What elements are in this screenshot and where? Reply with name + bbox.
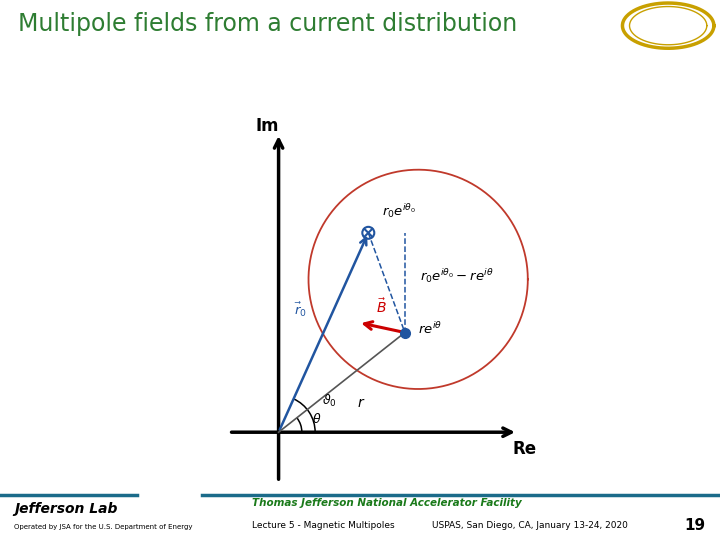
Text: Multipole fields from a current distribution: Multipole fields from a current distribu…: [19, 12, 518, 36]
Text: 19: 19: [684, 518, 706, 533]
Text: $\vec{B}$: $\vec{B}$: [377, 298, 387, 316]
Text: Re: Re: [513, 440, 536, 458]
Text: Jefferson Lab: Jefferson Lab: [14, 502, 118, 516]
Text: $r$: $r$: [357, 396, 366, 410]
Text: USPAS, San Diego, CA, January 13-24, 2020: USPAS, San Diego, CA, January 13-24, 202…: [432, 521, 628, 530]
Text: $\vec{r}_0$: $\vec{r}_0$: [294, 301, 307, 319]
Text: Im: Im: [255, 118, 279, 136]
Text: $r_0e^{i\theta_0}-re^{i\theta}$: $r_0e^{i\theta_0}-re^{i\theta}$: [420, 267, 494, 285]
Text: Operated by JSA for the U.S. Department of Energy: Operated by JSA for the U.S. Department …: [14, 524, 193, 530]
Text: Thomas Jefferson National Accelerator Facility: Thomas Jefferson National Accelerator Fa…: [252, 498, 522, 508]
Text: $\theta$: $\theta$: [312, 411, 321, 426]
Text: Lecture 5 - Magnetic Multipoles: Lecture 5 - Magnetic Multipoles: [252, 521, 395, 530]
Text: $\vartheta_0$: $\vartheta_0$: [322, 393, 336, 409]
Text: $re^{i\theta}$: $re^{i\theta}$: [418, 321, 442, 337]
Text: $r_0e^{i\theta_0}$: $r_0e^{i\theta_0}$: [382, 201, 416, 220]
